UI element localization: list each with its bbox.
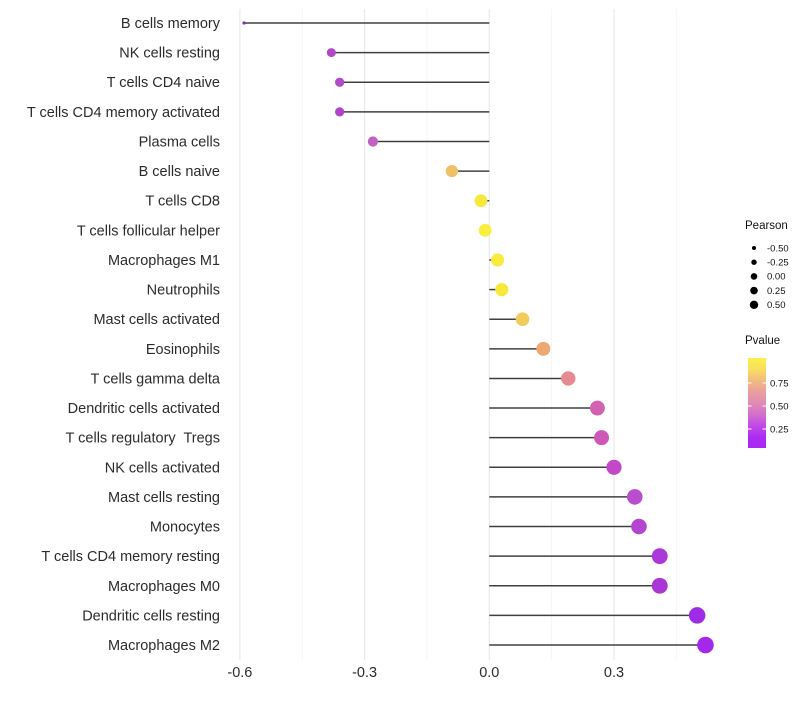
y-axis-label: Dendritic cells activated [68, 401, 220, 417]
y-axis-label: B cells memory [121, 16, 221, 32]
lollipop-dot [688, 607, 706, 624]
y-axis-label: Monocytes [150, 520, 220, 536]
pvalue-color-legend: Pvalue 0.75 0.50 0.25 [745, 335, 789, 448]
size-legend-label: 0.50 [767, 300, 786, 311]
lollipop-dot [474, 194, 488, 208]
lollipop-dot [491, 253, 505, 267]
y-axis-label: Macrophages M0 [108, 579, 220, 595]
y-axis-label: Eosinophils [146, 342, 220, 358]
color-legend-title: Pvalue [745, 335, 780, 347]
x-axis-tick-label: -0.3 [352, 665, 377, 681]
pvalue-gradient-bar [748, 358, 766, 448]
size-legend-title: Pearson [745, 220, 788, 232]
lollipop-dot [627, 489, 643, 505]
y-axis-label: Plasma cells [139, 134, 220, 150]
lollipop-dot [651, 548, 668, 565]
size-legend-label: -0.50 [767, 243, 789, 254]
y-axis-label: T cells CD8 [145, 194, 220, 210]
x-axis-tick-label: -0.6 [227, 665, 252, 681]
size-legend-dot [750, 286, 758, 295]
size-legend-dot [751, 259, 757, 265]
lollipop-dot [697, 636, 714, 654]
size-legend-label: 0.00 [767, 272, 786, 283]
x-axis-tick-label: 0.3 [604, 665, 624, 681]
lollipop-dot [589, 400, 605, 416]
y-axis-label: Mast cells resting [108, 490, 220, 506]
y-axis-label: T cells regulatory Tregs [66, 431, 220, 447]
lollipop-dot [495, 282, 509, 297]
size-legend-label: -0.25 [767, 258, 789, 269]
pvalue-tick-label: 0.25 [770, 424, 789, 435]
lollipop-dot [515, 312, 530, 327]
y-axis-label: Macrophages M1 [108, 253, 220, 269]
y-axis-label: T cells CD4 memory resting [41, 549, 220, 565]
pvalue-tick-label: 0.50 [770, 401, 789, 412]
lollipop-dot [242, 21, 246, 25]
lollipop-dot [334, 107, 345, 117]
size-legend-dot [749, 300, 759, 309]
y-axis-label: NK cells resting [119, 46, 220, 62]
lollipop-dot [594, 430, 610, 446]
y-axis-label: T cells follicular helper [77, 223, 220, 239]
size-legend-label: 0.25 [767, 286, 786, 297]
y-axis-label: Macrophages M2 [108, 638, 220, 654]
y-axis-label: T cells CD4 naive [107, 75, 220, 91]
lollipop-dot [651, 577, 668, 594]
y-axis-label: T cells CD4 memory activated [27, 105, 220, 121]
x-axis-tick-label: 0.0 [479, 665, 499, 681]
y-axis-label: Mast cells activated [93, 312, 220, 328]
lollipop-dot [367, 136, 379, 147]
pearson-size-legend: Pearson -0.50 -0.25 0.00 0.25 0.50 [745, 220, 789, 311]
lollipop-dot [478, 223, 492, 237]
lollipop-dot [326, 48, 336, 58]
lollipop-dot [536, 341, 551, 356]
y-axis-label: B cells naive [139, 164, 220, 180]
pvalue-tick-label: 0.75 [770, 378, 789, 389]
y-axis-label: Neutrophils [147, 283, 220, 299]
y-axis-label: T cells gamma delta [91, 371, 221, 387]
lollipop-dot [334, 77, 345, 87]
lollipop-dot [561, 371, 576, 386]
size-legend-dot [750, 273, 758, 280]
lollipop-dot [606, 459, 622, 475]
y-axis-label: NK cells activated [105, 460, 220, 476]
size-legend-dot [752, 246, 756, 250]
lollipop-dot [631, 518, 647, 535]
lollipop-dot [445, 165, 458, 178]
y-axis-label: Dendritic cells resting [82, 608, 220, 624]
